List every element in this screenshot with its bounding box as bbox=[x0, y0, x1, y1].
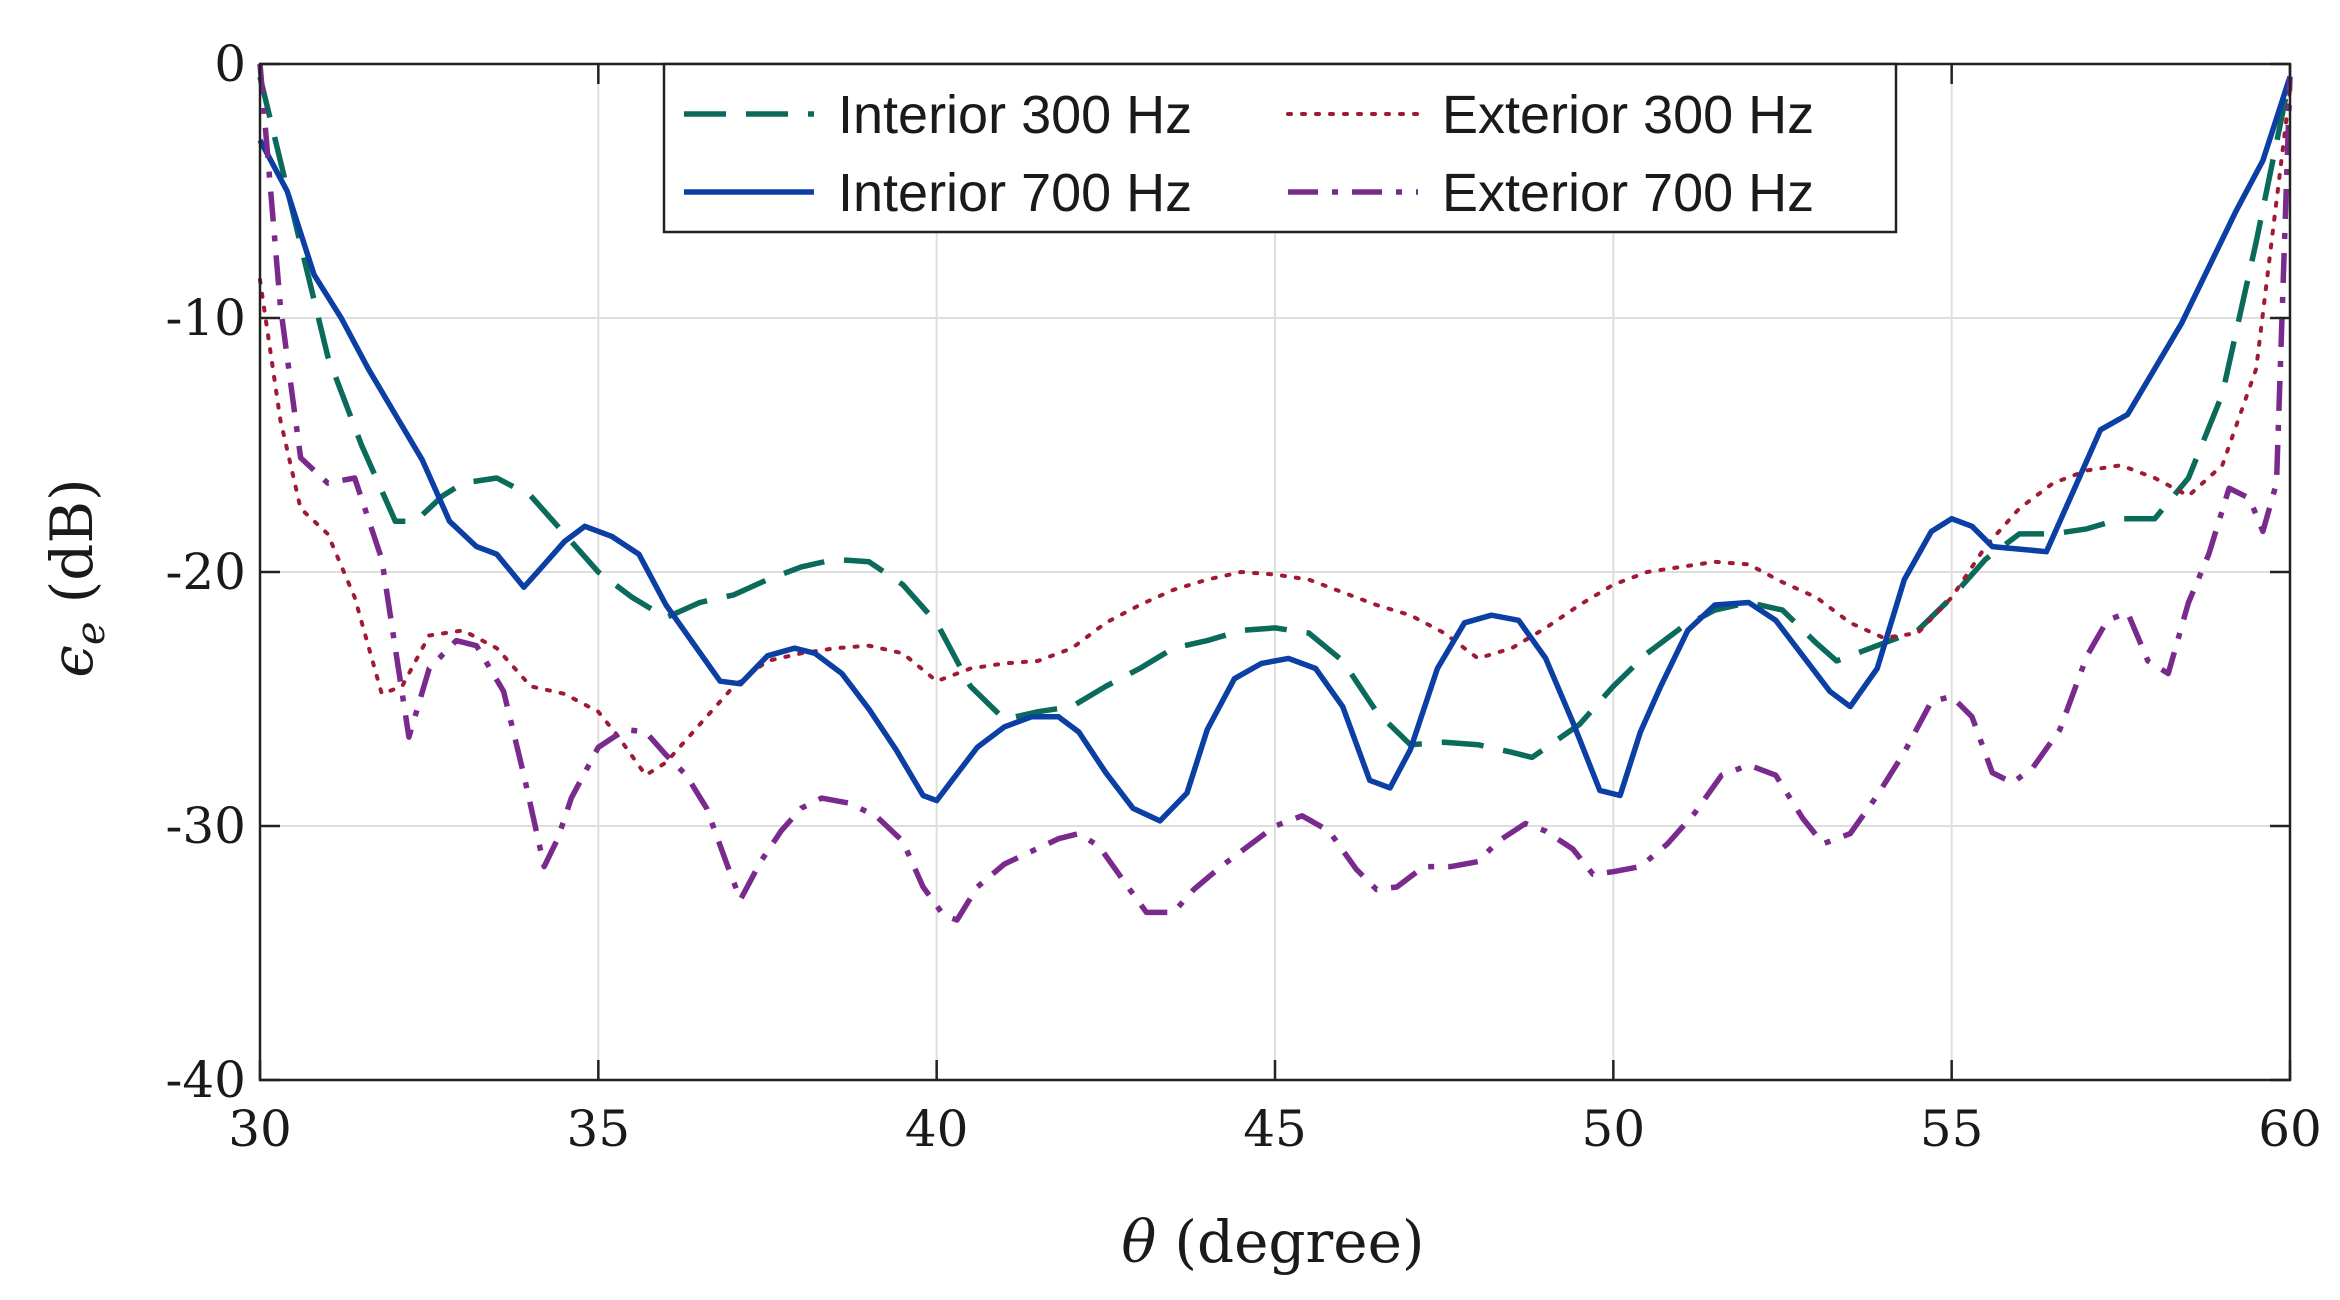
x-tick-label: 60 bbox=[2258, 1100, 2322, 1158]
series-line-exterior-700-hz bbox=[257, 63, 2293, 923]
x-tick-label: 30 bbox=[228, 1100, 292, 1158]
x-tick-label: 55 bbox=[1920, 1100, 1984, 1158]
legend: Interior 300 Hz Exterior 300 Hz Interior 7… bbox=[662, 62, 1898, 234]
x-tick-label: 35 bbox=[567, 1100, 631, 1158]
legend-label: Interior 300 Hz bbox=[838, 85, 1192, 145]
y-tick-label: -40 bbox=[165, 1051, 246, 1109]
y-tick-label: -30 bbox=[165, 797, 246, 855]
y-axis-label: ϵe(dB) bbox=[38, 478, 114, 677]
series-line-exterior-300-hz bbox=[258, 87, 2292, 778]
series-line-interior-300-hz bbox=[257, 76, 2293, 761]
x-tick-label: 45 bbox=[1243, 1100, 1307, 1158]
x-tick-label: 50 bbox=[1582, 1100, 1646, 1158]
series-line-interior-700-hz bbox=[257, 75, 2293, 824]
y-tick-label: -10 bbox=[165, 289, 246, 347]
x-tick-label: 40 bbox=[905, 1100, 969, 1158]
x-axis-label: θ (degree) bbox=[1121, 1208, 1424, 1276]
legend-label: Interior 700 Hz bbox=[838, 163, 1192, 223]
legend-box bbox=[662, 62, 1898, 234]
grid bbox=[260, 64, 2290, 1080]
legend-label: Exterior 300 Hz bbox=[1442, 85, 1814, 145]
series-layer bbox=[257, 63, 2293, 923]
ticks: 30 35 40 45 50 55 60 0 -10 -20 -30 -40 bbox=[165, 35, 2321, 1158]
y-tick-label: 0 bbox=[214, 35, 246, 93]
y-tick-label: -20 bbox=[165, 543, 246, 601]
legend-label: Exterior 700 Hz bbox=[1442, 163, 1814, 223]
